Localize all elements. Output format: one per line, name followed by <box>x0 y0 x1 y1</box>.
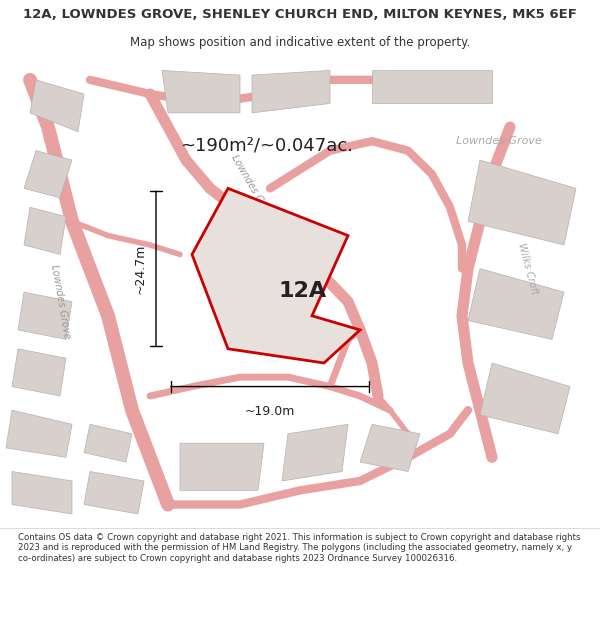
Text: Lowndes Grove: Lowndes Grove <box>456 136 542 146</box>
Text: 12A, LOWNDES GROVE, SHENLEY CHURCH END, MILTON KEYNES, MK5 6EF: 12A, LOWNDES GROVE, SHENLEY CHURCH END, … <box>23 8 577 21</box>
Polygon shape <box>468 160 576 245</box>
Polygon shape <box>84 471 144 514</box>
Polygon shape <box>24 151 72 198</box>
Polygon shape <box>360 424 420 471</box>
Polygon shape <box>18 292 72 339</box>
Polygon shape <box>468 269 564 339</box>
Text: Map shows position and indicative extent of the property.: Map shows position and indicative extent… <box>130 36 470 49</box>
Polygon shape <box>180 443 264 491</box>
Polygon shape <box>372 71 492 103</box>
Polygon shape <box>480 363 570 434</box>
Polygon shape <box>12 471 72 514</box>
Polygon shape <box>24 208 66 254</box>
Text: 12A: 12A <box>278 281 326 301</box>
Polygon shape <box>30 80 84 132</box>
Text: Contains OS data © Crown copyright and database right 2021. This information is : Contains OS data © Crown copyright and d… <box>18 533 581 562</box>
Polygon shape <box>252 71 330 113</box>
Text: ~19.0m: ~19.0m <box>245 406 295 419</box>
Polygon shape <box>162 71 240 113</box>
Polygon shape <box>12 349 66 396</box>
Polygon shape <box>192 188 360 363</box>
Text: Lowndes Grove: Lowndes Grove <box>229 153 275 224</box>
Polygon shape <box>282 424 348 481</box>
Text: Lowndes Grove: Lowndes Grove <box>49 264 71 339</box>
Polygon shape <box>84 424 132 462</box>
Text: Wilks Croft: Wilks Croft <box>517 242 539 296</box>
Text: ~24.7m: ~24.7m <box>134 243 147 294</box>
Polygon shape <box>6 410 72 458</box>
Text: ~190m²/~0.047ac.: ~190m²/~0.047ac. <box>180 137 353 155</box>
